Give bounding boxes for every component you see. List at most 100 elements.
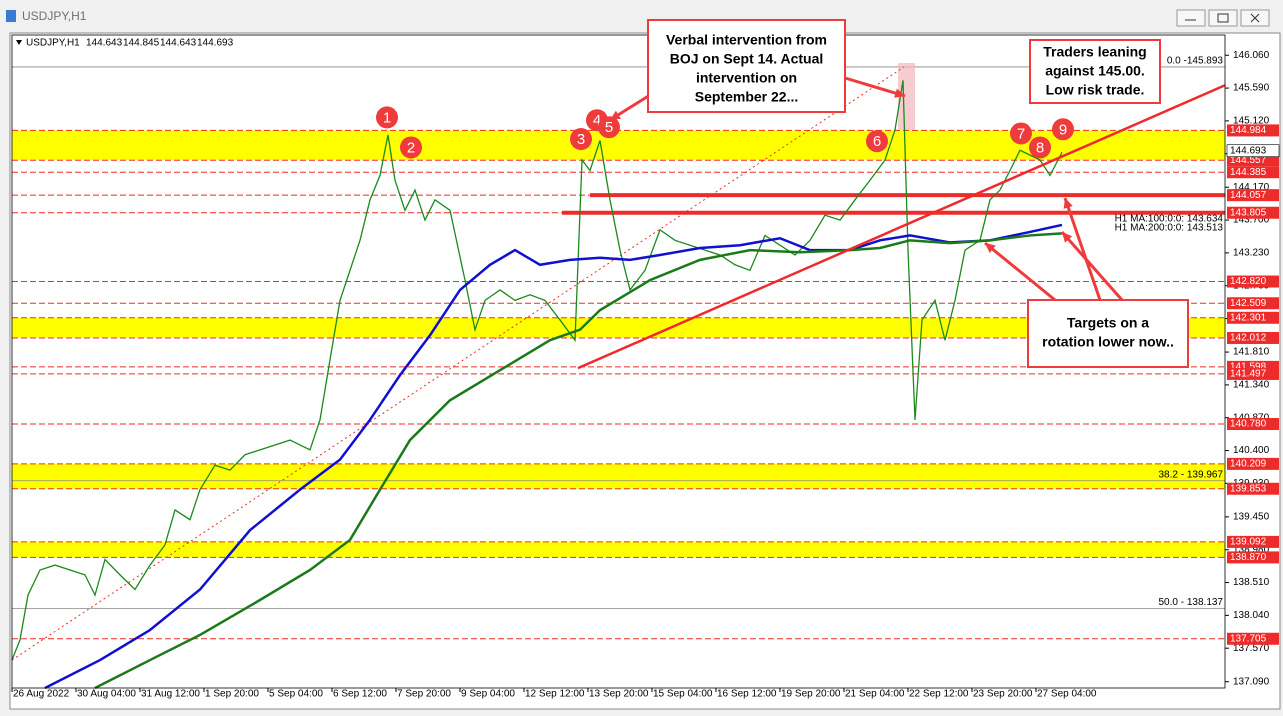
callout-arrowhead <box>610 110 621 120</box>
level-label-box <box>1227 124 1279 137</box>
x-tick-label: 7 Sep 20:00 <box>397 689 451 700</box>
wave-marker-label: 6 <box>873 133 881 150</box>
x-tick-label: 6 Sep 12:00 <box>333 689 387 700</box>
y-tick-label: 141.810 <box>1233 347 1270 358</box>
ohlc-value: 144.643 <box>160 38 197 49</box>
y-tick-label: 143.700 <box>1233 215 1270 226</box>
level-label-box <box>1227 297 1279 310</box>
level-label: 138.870 <box>1230 552 1267 563</box>
callout-arrow <box>1063 197 1102 301</box>
y-tick-label: 137.570 <box>1233 643 1270 654</box>
fib-level-label: 0.0 -145.893 <box>1167 56 1224 67</box>
wave-marker-label: 7 <box>1017 125 1025 142</box>
y-tick-label: 146.060 <box>1233 50 1270 61</box>
level-label-box <box>1227 189 1279 202</box>
level-label: 140.780 <box>1230 419 1267 430</box>
level-label-box <box>1227 367 1279 380</box>
wave-marker <box>570 128 592 151</box>
header-arrow <box>16 40 22 45</box>
level-label: 142.012 <box>1230 333 1267 344</box>
wave-marker-label: 2 <box>407 139 415 156</box>
y-tick-label: 143.230 <box>1233 248 1270 259</box>
last-price-box <box>1226 144 1280 158</box>
wave-marker <box>866 130 888 153</box>
level-label: 140.209 <box>1230 459 1267 470</box>
x-tick-label: 27 Sep 04:00 <box>1037 689 1097 700</box>
window-title: USDJPY,H1 <box>22 9 87 23</box>
callout-box <box>647 19 846 113</box>
maximize-button[interactable] <box>1208 9 1238 27</box>
level-label-box <box>1227 154 1279 167</box>
plot-border <box>11 34 1226 689</box>
ma-label: H1 MA:100:0:0: 143.634 <box>1115 214 1224 225</box>
wave-marker-label: 4 <box>593 112 601 129</box>
callout-arrow <box>844 76 906 98</box>
wave-marker-label: 5 <box>605 119 613 136</box>
x-tick-label: 9 Sep 04:00 <box>461 689 515 700</box>
x-tick-label: 22 Sep 12:00 <box>909 689 969 700</box>
level-label-box <box>1227 275 1279 288</box>
level-label: 137.705 <box>1230 633 1267 644</box>
callout-arrowhead <box>1063 198 1073 209</box>
level-label-box <box>1227 457 1279 470</box>
level-label-box <box>1227 331 1279 344</box>
level-label-box <box>1227 311 1279 324</box>
callout-arrowhead <box>985 243 996 253</box>
fib-level-label: 38.2 - 139.967 <box>1159 469 1224 480</box>
callout-text: September 22... <box>695 89 799 105</box>
wave-marker <box>376 106 398 129</box>
plot: 0.0 -145.893 38.2 - 139.967 50.0 - 138.137… <box>11 19 1280 700</box>
callout-text: Low risk trade. <box>1046 82 1145 98</box>
x-tick-label: 5 Sep 04:00 <box>269 689 323 700</box>
level-label: 143.805 <box>1230 207 1267 218</box>
x-tick-label: 12 Sep 12:00 <box>525 689 585 700</box>
level-label: 141.497 <box>1230 369 1267 380</box>
level-label-box <box>1227 166 1279 179</box>
wave-marker <box>598 116 620 139</box>
level-label: 142.301 <box>1230 312 1267 323</box>
level-label: 139.092 <box>1230 537 1267 548</box>
callout-box <box>1029 39 1161 104</box>
level-label: 142.509 <box>1230 298 1267 309</box>
ohlc-value: 144.845 <box>123 38 160 49</box>
wave-marker <box>1010 122 1032 145</box>
level-label: 139.853 <box>1230 483 1267 494</box>
maximize-glyph <box>1217 13 1229 23</box>
y-tick-label: 137.090 <box>1233 676 1270 687</box>
y-tick-label: 138.980 <box>1233 544 1270 555</box>
wave-marker-label: 1 <box>383 109 391 126</box>
callout-arrow <box>1060 231 1124 301</box>
callout-text: BOJ on Sept 14. Actual <box>670 51 824 67</box>
y-tick-label: 138.510 <box>1233 577 1270 588</box>
ma-label: H1 MA:200:0:0: 143.513 <box>1115 223 1224 234</box>
minimize-button[interactable] <box>1176 9 1206 27</box>
y-tick-label: 140.400 <box>1233 445 1270 456</box>
support-band <box>12 463 1225 489</box>
price-line <box>44 223 1063 690</box>
callout-arrowhead <box>1062 232 1073 243</box>
callout-text: intervention on <box>696 70 797 86</box>
x-tick-label: 19 Sep 20:00 <box>781 689 841 700</box>
trend-line <box>577 84 1226 370</box>
x-tick-label: 31 Aug 12:00 <box>141 689 200 700</box>
level-label: 142.820 <box>1230 276 1267 287</box>
callout-text: Targets on a <box>1067 315 1149 331</box>
fib-level-label: 50.0 - 138.137 <box>1159 597 1224 608</box>
wave-marker <box>1052 118 1074 141</box>
wave-marker-label: 9 <box>1059 121 1067 138</box>
level-label-box <box>1227 482 1279 495</box>
y-tick-label: 144.170 <box>1233 182 1270 193</box>
level-label: 144.057 <box>1230 190 1267 201</box>
level-label: 144.385 <box>1230 167 1267 178</box>
level-label-box <box>1227 551 1279 564</box>
wave-marker-label: 3 <box>577 131 585 148</box>
x-tick-label: 23 Sep 20:00 <box>973 689 1033 700</box>
intervention-highlight <box>898 63 915 130</box>
level-label: 141.598 <box>1230 362 1267 373</box>
x-tick-label: 16 Sep 12:00 <box>717 689 777 700</box>
close-glyph <box>1250 13 1260 23</box>
window-buttons <box>1176 9 1270 27</box>
level-label-box <box>1227 535 1279 548</box>
price-line <box>94 232 1063 690</box>
fib-line <box>11 66 905 661</box>
